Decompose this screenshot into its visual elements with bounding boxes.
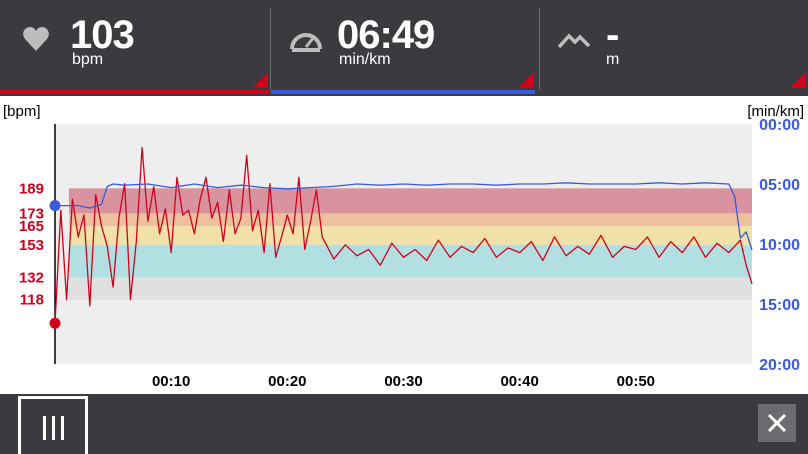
pace-metric[interactable]: 06:49 min/km [271,0,539,95]
chart-area[interactable]: [bpm] [min/km] 189 173 165 153 132 118 00:00 0… [0,96,808,394]
pace-underline [271,90,535,94]
heart-rate-underline [0,90,270,94]
pace-start-marker [49,200,61,212]
right-tick-label: 00:00 [759,117,800,134]
heart-rate-value: 103 [70,13,135,57]
heart-rate-zones [68,188,752,300]
x-tick-label: 00:40 [500,373,538,390]
left-tick-label: 132 [19,270,44,287]
speedometer-icon [289,27,323,58]
mountain-icon [557,32,591,53]
right-tick-label: 10:00 [759,237,800,254]
zone-band [68,244,752,278]
series-layer [49,146,753,329]
right-axis-label: [min/km] [747,103,804,120]
elevation-unit: m [606,51,620,68]
zone-band [68,213,752,226]
metrics-header: 103 bpm 06:49 min/km - m [0,0,808,95]
corner-indicator [790,72,806,88]
left-tick-label: 189 [19,180,44,197]
x-tick-label: 00:20 [268,373,306,390]
x-tick-label: 00:10 [152,373,190,390]
left-tick-label: 153 [19,237,44,254]
heart-rate-start-marker [49,317,61,329]
right-tick-label: 20:00 [759,357,800,374]
menu-button[interactable] [18,396,88,454]
bottom-toolbar [0,394,808,454]
pace-line [55,182,753,251]
zone-band [68,277,752,300]
pace-unit: min/km [339,51,391,68]
left-tick-label: 118 [20,292,44,309]
x-tick-labels: 00:10 00:20 00:30 00:40 00:50 [152,373,655,390]
heart-rate-unit: bpm [72,51,104,68]
pace-value: 06:49 [337,13,435,57]
divider [539,8,540,90]
corner-indicator [518,72,534,88]
left-tick-label: 173 [19,205,44,222]
divider [270,8,271,90]
left-axis-label: [bpm] [3,103,41,120]
right-tick-label: 15:00 [759,297,800,314]
right-tick-label: 05:00 [759,177,800,194]
x-tick-label: 00:50 [617,373,655,390]
x-tick-label: 00:30 [384,373,422,390]
heart-rate-line [54,146,753,324]
elevation-metric[interactable]: - m [540,0,808,95]
elevation-value: - [606,13,619,57]
left-tick-label: 165 [19,218,44,235]
right-tick-labels: 00:00 05:00 10:00 15:00 20:00 [759,117,800,374]
zone-band [68,188,752,214]
close-button[interactable] [758,404,796,442]
corner-indicator [252,72,268,88]
zone-band [68,225,752,245]
heart-rate-metric[interactable]: 103 bpm [0,0,270,95]
heart-icon [22,26,50,57]
